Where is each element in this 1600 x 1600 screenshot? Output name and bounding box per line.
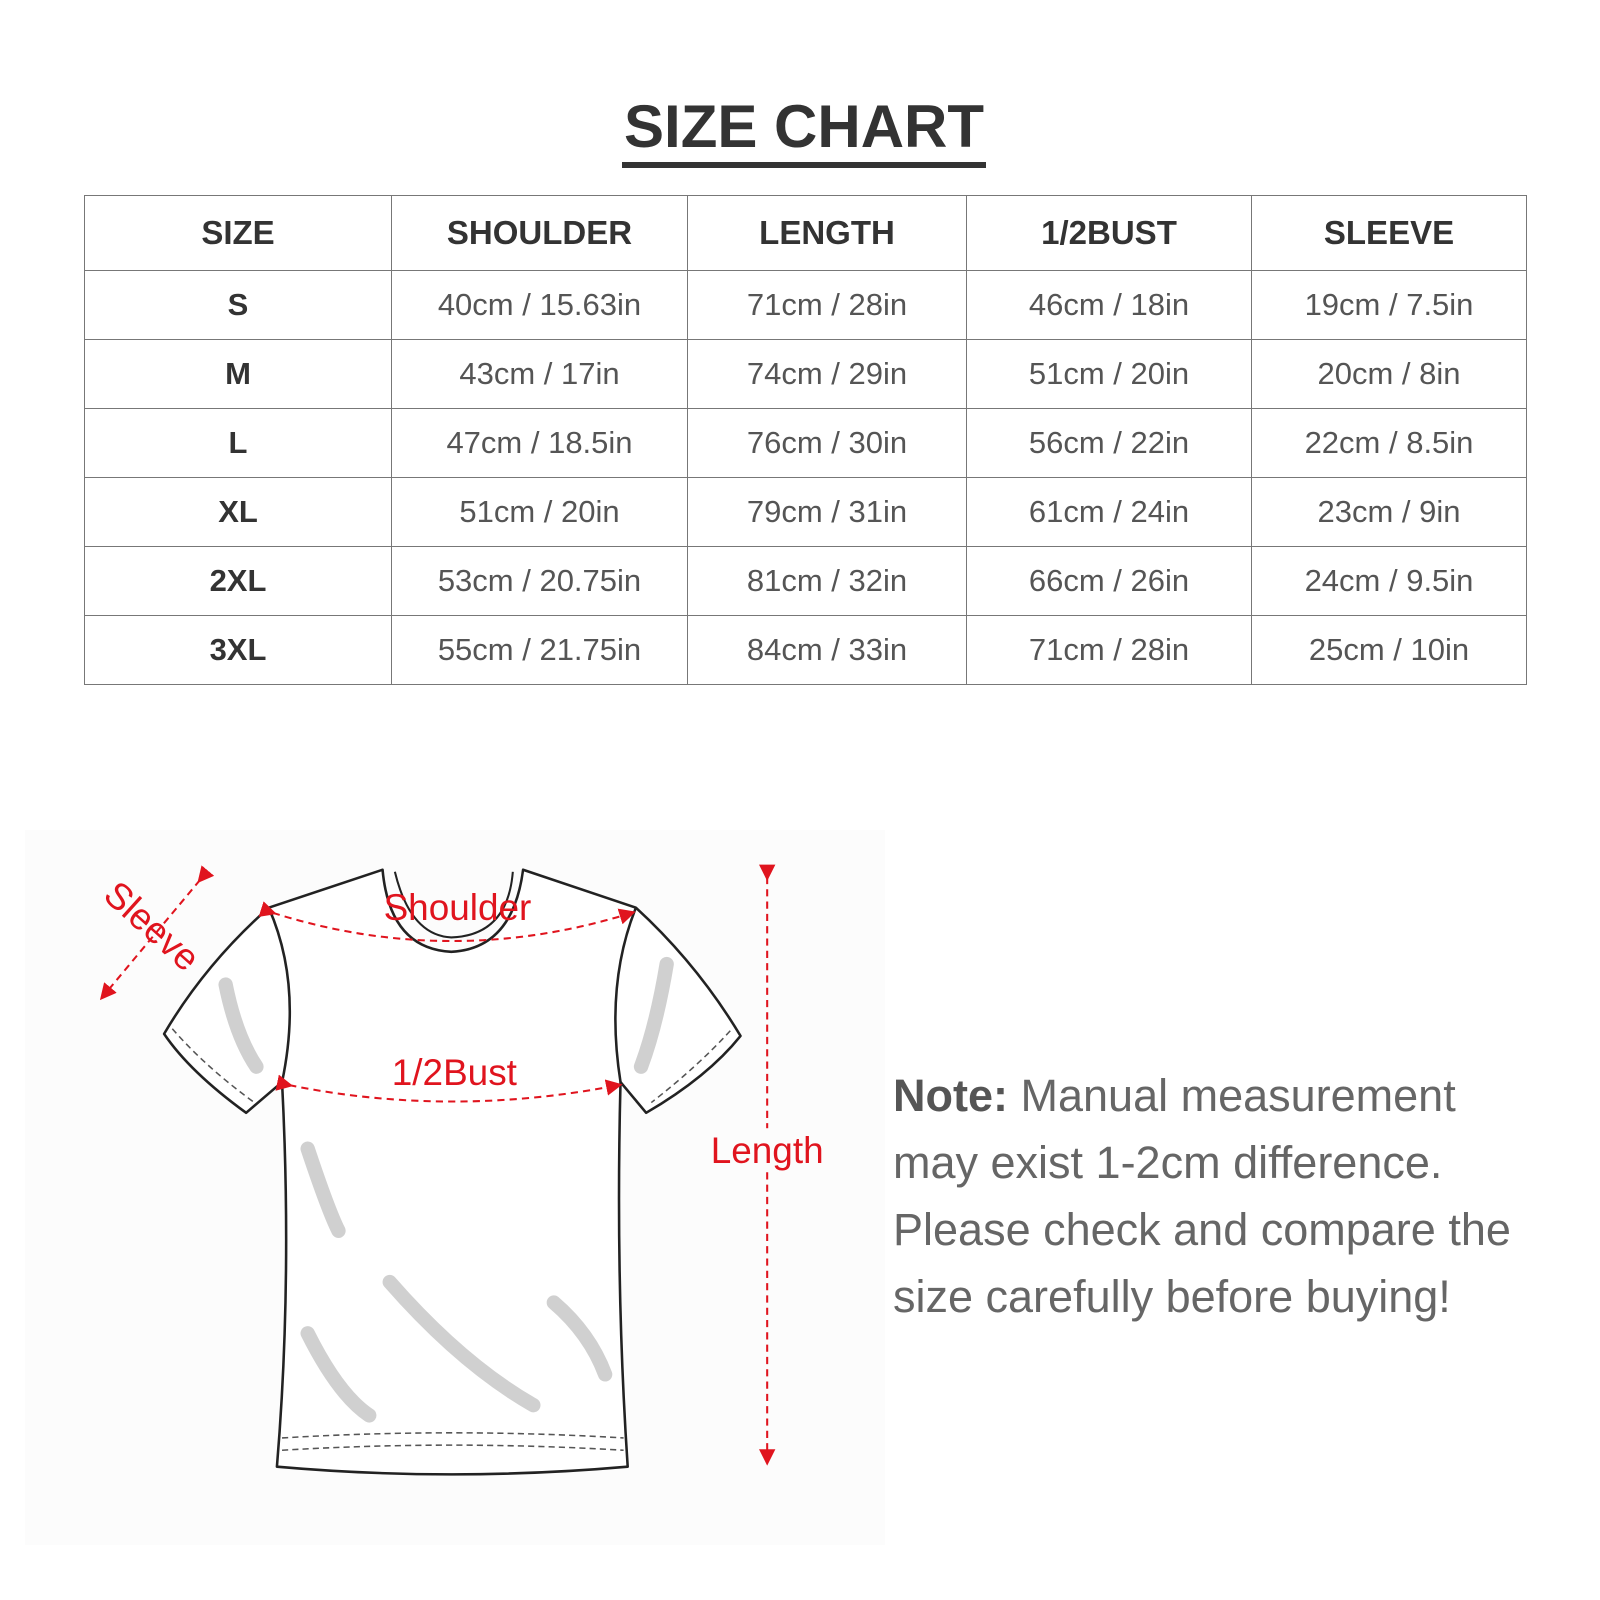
measurement-cell: 76cm / 30in <box>687 408 967 478</box>
measurement-cell: 74cm / 29in <box>687 339 967 409</box>
measurement-cell: 24cm / 9.5in <box>1251 546 1527 616</box>
measurement-cell: 51cm / 20in <box>966 339 1252 409</box>
measurement-cell: 84cm / 33in <box>687 615 967 685</box>
table-row: 2XL 53cm / 20.75in 81cm / 32in 66cm / 26in 2… <box>84 546 1527 616</box>
measurement-cell: 61cm / 24in <box>966 477 1252 547</box>
column-header: 1/2BUST <box>966 195 1252 271</box>
fabric-shading <box>218 956 674 1423</box>
sleeve-label: Sleeve <box>96 873 207 979</box>
column-header: LENGTH <box>687 195 967 271</box>
shoulder-label: Shoulder <box>384 887 532 928</box>
measurement-cell: 66cm / 26in <box>966 546 1252 616</box>
table-row: 3XL 55cm / 21.75in 84cm / 33in 71cm / 28in 2… <box>84 615 1527 685</box>
measurement-cell: 71cm / 28in <box>687 270 967 340</box>
measurement-cell: 55cm / 21.75in <box>391 615 688 685</box>
column-header: SIZE <box>84 195 392 271</box>
measurement-cell: 71cm / 28in <box>966 615 1252 685</box>
table-row: S 40cm / 15.63in 71cm / 28in 46cm / 18in 19c… <box>84 270 1527 340</box>
length-label: Length <box>711 1130 824 1171</box>
measurement-cell: 56cm / 22in <box>966 408 1252 478</box>
bust-measure-line <box>275 1074 623 1103</box>
measurement-cell: 20cm / 8in <box>1251 339 1527 409</box>
size-cell: 3XL <box>84 615 392 685</box>
size-cell: L <box>84 408 392 478</box>
measurement-cell: 25cm / 10in <box>1251 615 1527 685</box>
measurement-cell: 51cm / 20in <box>391 477 688 547</box>
size-cell: M <box>84 339 392 409</box>
note-label: Note: <box>893 1070 1008 1121</box>
measurement-cell: 79cm / 31in <box>687 477 967 547</box>
tshirt-outline <box>162 868 742 1476</box>
measurement-cell: 19cm / 7.5in <box>1251 270 1527 340</box>
table-header-row: SIZE SHOULDER LENGTH 1/2BUST SLEEVE <box>84 195 1527 271</box>
stitching <box>171 1028 731 1452</box>
size-table: SIZE SHOULDER LENGTH 1/2BUST SLEEVE S 40cm / … <box>84 195 1527 685</box>
column-header: SLEEVE <box>1251 195 1527 271</box>
bust-label: 1/2Bust <box>392 1052 517 1093</box>
note-text: Note: Manual measurement may exist 1-2cm… <box>893 1062 1533 1330</box>
note-body: Manual measurement may exist 1-2cm diffe… <box>893 1070 1511 1322</box>
shoulder-measure-line <box>258 901 636 943</box>
measurement-cell: 47cm / 18.5in <box>391 408 688 478</box>
measurement-cell: 46cm / 18in <box>966 270 1252 340</box>
measurement-cell: 53cm / 20.75in <box>391 546 688 616</box>
size-cell: 2XL <box>84 546 392 616</box>
sleeve-measure-line <box>99 865 215 1001</box>
size-chart-title: SIZE CHART <box>0 92 1600 168</box>
